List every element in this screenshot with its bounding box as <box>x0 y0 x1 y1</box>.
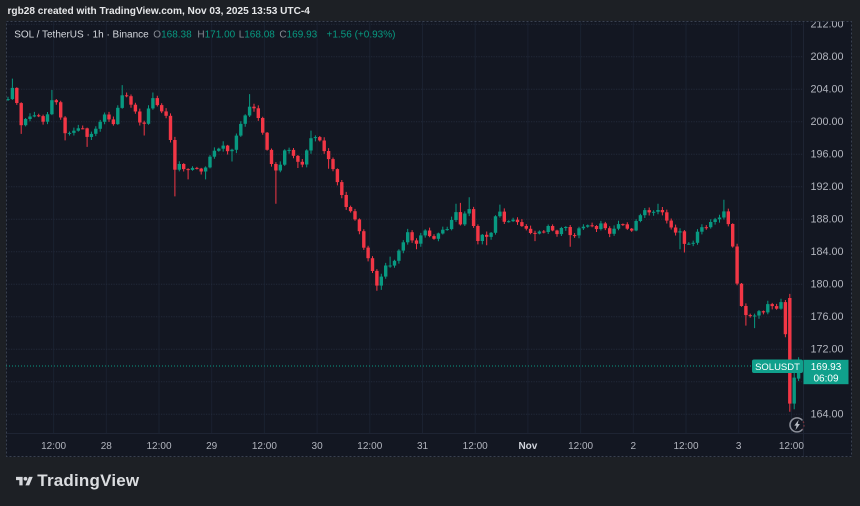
svg-text:29: 29 <box>206 441 218 452</box>
svg-text:188.00: 188.00 <box>810 214 843 226</box>
svg-text:+1.56 (+0.93%): +1.56 (+0.93%) <box>327 29 396 40</box>
svg-text:172.00: 172.00 <box>810 344 843 356</box>
svg-text:SOLUSDT: SOLUSDT <box>755 362 800 373</box>
svg-text:12:00: 12:00 <box>252 441 277 452</box>
svg-text:31: 31 <box>417 441 429 452</box>
svg-text:212.00: 212.00 <box>810 21 843 31</box>
svg-text:196.00: 196.00 <box>810 149 843 161</box>
svg-text:200.00: 200.00 <box>810 116 843 128</box>
svg-text:176.00: 176.00 <box>810 311 843 323</box>
svg-text:180.00: 180.00 <box>810 279 843 291</box>
svg-text:06:09: 06:09 <box>813 374 838 385</box>
svg-text:H171.00: H171.00 <box>197 29 235 40</box>
svg-text:192.00: 192.00 <box>810 181 843 193</box>
svg-text:12:00: 12:00 <box>146 441 171 452</box>
svg-text:204.00: 204.00 <box>810 84 843 96</box>
svg-text:28: 28 <box>101 441 113 452</box>
svg-text:184.00: 184.00 <box>810 246 843 258</box>
svg-text:SOL / TetherUS · 1h · Binance: SOL / TetherUS · 1h · Binance <box>14 29 149 40</box>
svg-text:12:00: 12:00 <box>41 441 66 452</box>
svg-text:3: 3 <box>736 441 742 452</box>
svg-text:2: 2 <box>631 441 637 452</box>
svg-text:208.00: 208.00 <box>810 51 843 63</box>
svg-text:Nov: Nov <box>518 441 537 452</box>
svg-text:30: 30 <box>312 441 324 452</box>
svg-text:L168.08: L168.08 <box>239 29 276 40</box>
svg-text:12:00: 12:00 <box>357 441 382 452</box>
svg-text:O168.38: O168.38 <box>153 29 192 40</box>
svg-text:12:00: 12:00 <box>463 441 488 452</box>
svg-text:12:00: 12:00 <box>779 441 804 452</box>
svg-text:C169.93: C169.93 <box>279 29 317 40</box>
svg-text:164.00: 164.00 <box>810 409 843 421</box>
svg-text:169.93: 169.93 <box>811 362 842 373</box>
svg-text:12:00: 12:00 <box>568 441 593 452</box>
svg-text:12:00: 12:00 <box>673 441 698 452</box>
